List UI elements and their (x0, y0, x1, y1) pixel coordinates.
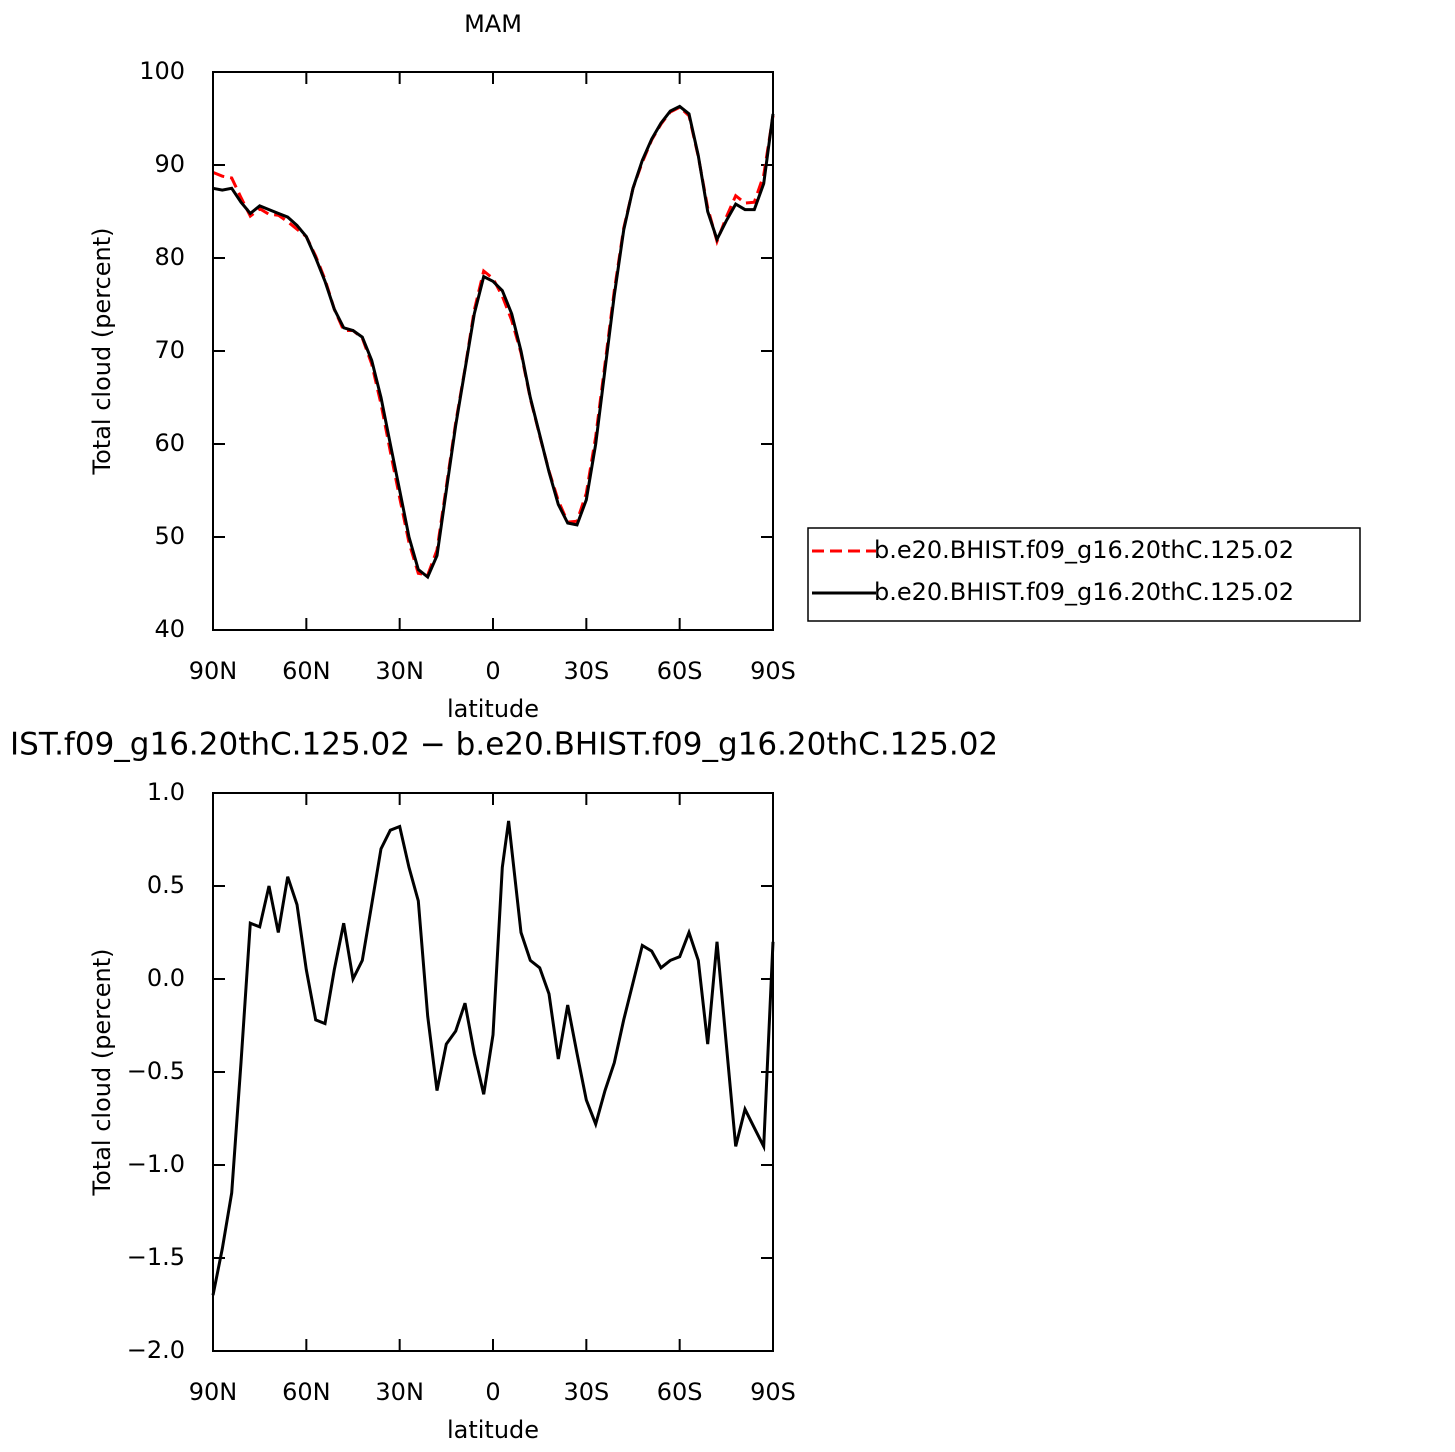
y-tick-label: −1.5 (127, 1243, 185, 1271)
y-tick-label: 70 (154, 336, 185, 364)
x-tick-label: 60S (657, 657, 703, 685)
data-line (212, 105, 775, 577)
x-tick-label: 90S (750, 1378, 796, 1406)
x-tick-label: 30N (375, 1378, 424, 1406)
x-axis-label: latitude (447, 1416, 539, 1444)
x-tick-label: 60S (657, 1378, 703, 1406)
y-tick-label: 0.0 (147, 964, 185, 992)
y-axis-label: Total cloud (percent) (88, 949, 116, 1197)
legend-box (807, 527, 1361, 622)
plot-frame (212, 792, 774, 1352)
y-tick-label: 60 (154, 429, 185, 457)
y-tick-label: 50 (154, 522, 185, 550)
legend-label: b.e20.BHIST.f09_g16.20thC.125.02 (874, 536, 1294, 564)
x-tick-label: 90S (750, 657, 796, 685)
y-tick-label: −1.0 (127, 1150, 185, 1178)
y-tick-label: −0.5 (127, 1057, 185, 1085)
x-tick-label: 60N (282, 657, 331, 685)
y-tick-label: 1.0 (147, 778, 185, 806)
x-tick-label: 30S (563, 1378, 609, 1406)
plot-frame (212, 71, 774, 631)
x-tick-label: 90N (189, 1378, 238, 1406)
y-tick-label: 40 (154, 615, 185, 643)
data-line (212, 104, 775, 580)
y-tick-label: 100 (139, 57, 185, 85)
x-tick-label: 30N (375, 657, 424, 685)
legend-label: b.e20.BHIST.f09_g16.20thC.125.02 (874, 578, 1294, 606)
y-tick-label: −2.0 (127, 1336, 185, 1364)
x-axis-label: latitude (447, 695, 539, 723)
y-tick-label: 90 (154, 150, 185, 178)
x-tick-label: 60N (282, 1378, 331, 1406)
x-tick-label: 0 (485, 1378, 500, 1406)
x-tick-label: 90N (189, 657, 238, 685)
x-tick-label: 30S (563, 657, 609, 685)
chart-title: MAM (464, 10, 522, 38)
x-tick-label: 0 (485, 657, 500, 685)
data-line (211, 820, 775, 1296)
y-tick-label: 0.5 (147, 871, 185, 899)
chart-title: IST.f09_g16.20thC.125.02 − b.e20.BHIST.f… (10, 727, 998, 763)
y-tick-label: 80 (154, 243, 185, 271)
y-axis-label: Total cloud (percent) (88, 228, 116, 476)
